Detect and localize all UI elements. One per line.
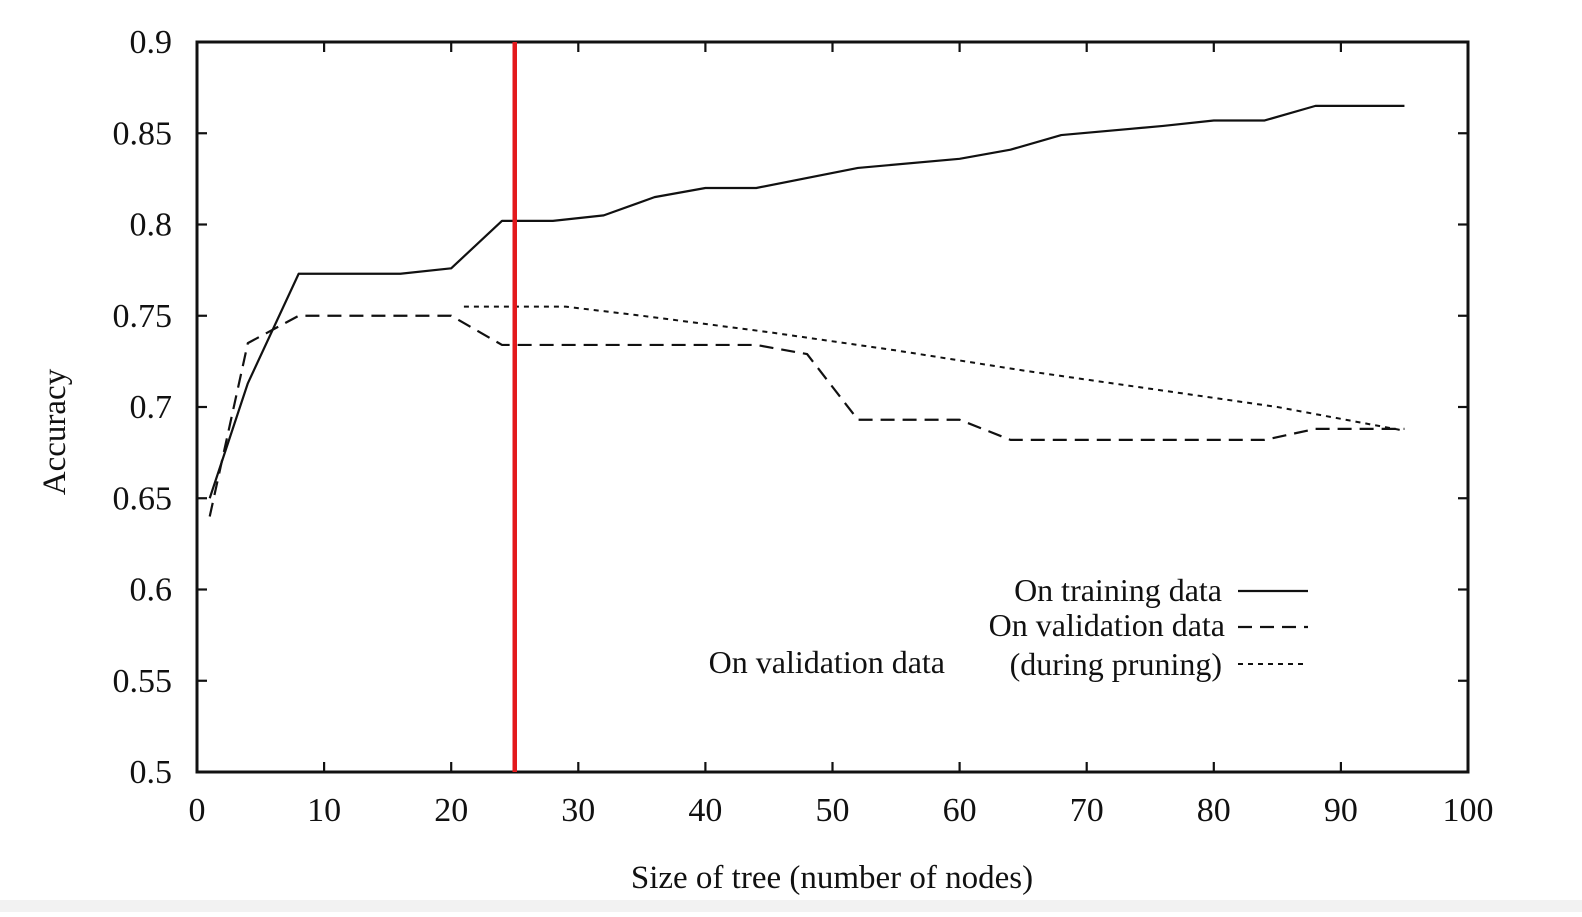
- x-tick-label: 100: [1443, 792, 1494, 829]
- legend-label-training: On training data: [1014, 572, 1222, 608]
- series-line-validation: [208, 314, 1405, 517]
- y-tick-label: 0.6: [130, 572, 173, 609]
- x-tick-label: 60: [943, 792, 977, 829]
- x-tick-label: 20: [434, 792, 468, 829]
- y-tick-label: 0.5: [130, 754, 173, 791]
- y-tick-label: 0.9: [130, 24, 173, 61]
- y-tick-label: 0.55: [113, 663, 173, 700]
- series-line-training: [208, 104, 1405, 499]
- x-tick-label: 50: [816, 792, 850, 829]
- x-tick-label: 90: [1324, 792, 1358, 829]
- x-tick-label: 10: [307, 792, 341, 829]
- y-tick-label: 0.7: [130, 389, 173, 426]
- x-tick-label: 70: [1070, 792, 1104, 829]
- x-tick-label: 0: [189, 792, 206, 829]
- x-axis-ticks: 0 10 20 30 40 50 60 70 80 90 100: [189, 42, 1494, 829]
- x-tick-label: 30: [561, 792, 595, 829]
- legend-label-pruning-right: (during pruning): [1010, 646, 1222, 682]
- y-axis-label: Accuracy: [37, 368, 73, 495]
- y-tick-label: 0.85: [113, 115, 173, 152]
- series-line-pruning: [463, 305, 1405, 432]
- y-axis-ticks: 0.5 0.55 0.6 0.65 0.7 0.75 0.8 0.85 0.9: [113, 24, 1468, 791]
- x-axis-label: Size of tree (number of nodes): [631, 860, 1033, 896]
- x-tick-label: 40: [688, 792, 722, 829]
- y-tick-label: 0.65: [113, 480, 173, 517]
- legend: On training data On validation data On v…: [709, 572, 1308, 682]
- y-tick-label: 0.8: [130, 207, 173, 244]
- y-tick-label: 0.75: [113, 298, 173, 335]
- series-layer: [208, 104, 1405, 517]
- legend-label-validation: On validation data: [989, 607, 1225, 643]
- legend-label-pruning-left: On validation data: [709, 644, 945, 680]
- bottom-fade: [0, 900, 1582, 912]
- x-tick-label: 80: [1197, 792, 1231, 829]
